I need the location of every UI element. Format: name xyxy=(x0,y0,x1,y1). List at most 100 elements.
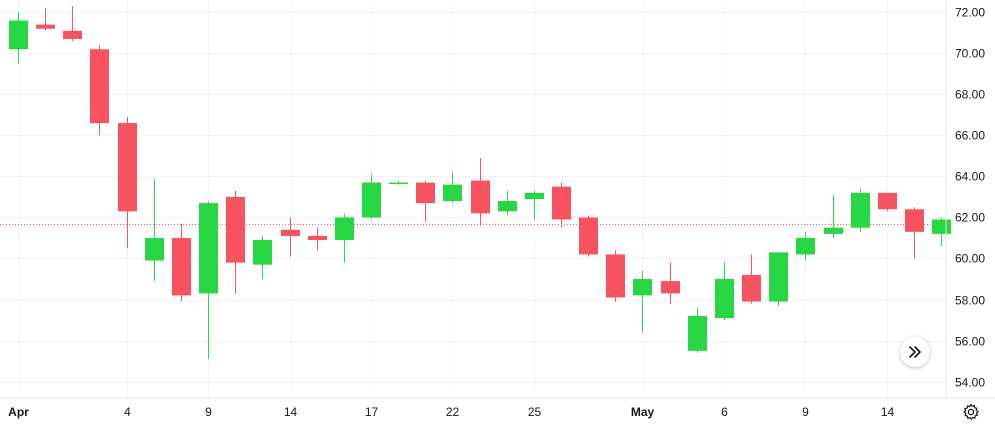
candle-body xyxy=(742,274,761,302)
candle-body xyxy=(36,24,55,29)
candle-body xyxy=(253,240,272,265)
time-tick-label: 25 xyxy=(528,405,542,419)
candle-body xyxy=(90,49,109,124)
candle-body xyxy=(172,237,191,296)
candle xyxy=(416,180,435,222)
candle xyxy=(661,262,680,304)
candle-body xyxy=(633,279,652,296)
candle xyxy=(36,8,55,31)
time-tick-label: 14 xyxy=(284,405,298,419)
candle xyxy=(851,188,870,232)
candle xyxy=(525,190,544,220)
candle-body xyxy=(498,201,517,212)
candle-body xyxy=(851,192,870,228)
candle-body xyxy=(878,192,897,210)
candle-body xyxy=(335,217,354,241)
time-tick-label: Apr xyxy=(8,405,29,419)
candle-body xyxy=(199,203,218,294)
price-tick-label: 58.00 xyxy=(955,294,985,308)
time-tick-label: May xyxy=(631,405,655,419)
candle xyxy=(552,182,571,228)
candle xyxy=(688,307,707,353)
candle xyxy=(905,207,924,259)
candle xyxy=(172,223,191,302)
candle xyxy=(606,250,625,302)
candle-body xyxy=(443,184,462,202)
candle-body xyxy=(281,229,300,236)
candle-body xyxy=(606,254,625,298)
price-tick-label: 60.00 xyxy=(955,252,985,266)
time-tick-label: 22 xyxy=(446,405,460,419)
candle xyxy=(199,201,218,360)
candle xyxy=(633,270,652,333)
candle xyxy=(145,178,164,282)
candle xyxy=(715,262,734,321)
candle xyxy=(9,12,28,64)
candle-body xyxy=(796,237,815,255)
candle xyxy=(335,213,354,263)
candle xyxy=(90,45,109,136)
time-tick-label: 14 xyxy=(881,405,895,419)
candle-body xyxy=(769,252,788,302)
price-tick-label: 70.00 xyxy=(955,47,985,61)
price-tick-label: 64.00 xyxy=(955,170,985,184)
candle-body xyxy=(416,182,435,204)
time-tick-label: 9 xyxy=(205,405,212,419)
candle xyxy=(579,215,598,257)
time-tick-label: 4 xyxy=(124,405,131,419)
candle xyxy=(932,217,951,247)
candle-body xyxy=(63,30,82,39)
candle-body xyxy=(9,20,28,50)
candle xyxy=(63,6,82,42)
candle-body xyxy=(308,235,327,241)
time-axis[interactable]: Apr 4 9 14 17 22 25 May 6 9 14 xyxy=(8,405,894,419)
price-tick-label: 56.00 xyxy=(955,335,985,349)
candle-body xyxy=(932,219,951,234)
candle-body xyxy=(145,237,164,261)
candle-series xyxy=(9,6,951,360)
price-axis[interactable]: 72.00 70.00 68.00 66.00 64.00 62.00 60.00 58.00… xyxy=(955,6,985,390)
candle-body xyxy=(661,281,680,294)
candle xyxy=(443,172,462,204)
scroll-to-realtime-button[interactable] xyxy=(900,337,930,367)
candle xyxy=(878,192,897,212)
candle xyxy=(824,194,843,238)
price-tick-label: 68.00 xyxy=(955,88,985,102)
time-tick-label: 9 xyxy=(802,405,809,419)
candle xyxy=(498,190,517,216)
double-chevron-right-icon xyxy=(909,346,921,358)
candle-body xyxy=(525,192,544,199)
candle-body xyxy=(905,209,924,232)
candle-body xyxy=(226,196,245,263)
candle-body xyxy=(715,279,734,318)
candle-body xyxy=(389,182,408,185)
candle xyxy=(118,116,137,249)
candle xyxy=(471,157,490,226)
candle xyxy=(308,227,327,251)
candle-body xyxy=(824,227,843,234)
chart-settings-button[interactable] xyxy=(961,402,981,422)
candle-body xyxy=(471,180,490,214)
candle-body xyxy=(579,217,598,255)
candle xyxy=(796,231,815,261)
candle xyxy=(226,190,245,294)
candle-body xyxy=(552,186,571,220)
candle-body xyxy=(118,123,137,212)
price-tick-label: 66.00 xyxy=(955,129,985,143)
time-tick-label: 6 xyxy=(721,405,728,419)
candle-body xyxy=(362,182,381,218)
chart-grid xyxy=(0,0,946,398)
candle xyxy=(253,235,272,280)
candle-body xyxy=(688,315,707,351)
gear-icon xyxy=(963,403,979,420)
candle xyxy=(769,252,788,306)
candle xyxy=(389,180,408,185)
price-tick-label: 54.00 xyxy=(955,376,985,390)
candle xyxy=(281,217,300,257)
candle xyxy=(742,254,761,304)
price-tick-label: 72.00 xyxy=(955,6,985,20)
candle xyxy=(362,174,381,220)
price-tick-label: 62.00 xyxy=(955,211,985,225)
time-tick-label: 17 xyxy=(365,405,379,419)
